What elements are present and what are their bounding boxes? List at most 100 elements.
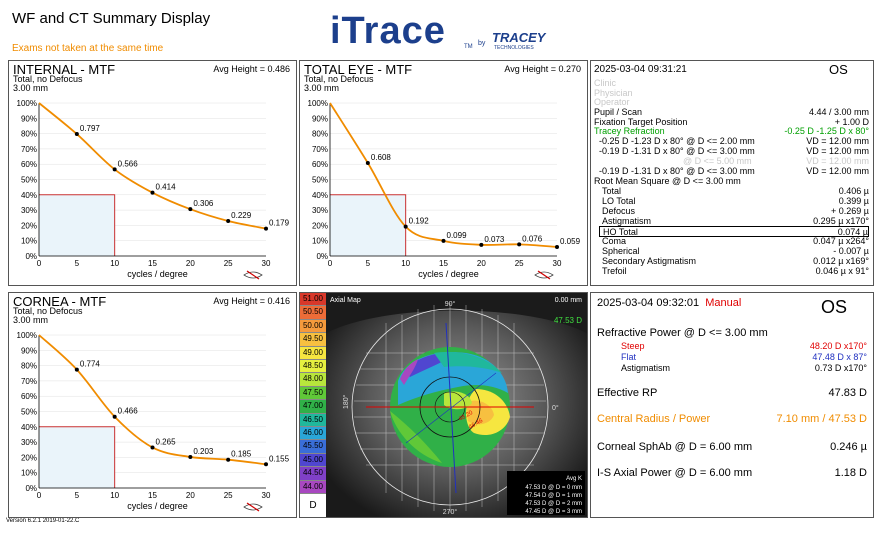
rms-row: HO Total 0.074 µ bbox=[599, 226, 869, 237]
internal-mtf-sub2: 3.00 mm bbox=[13, 83, 49, 93]
color-scale-step: 46.50 bbox=[300, 413, 326, 427]
diameter-label: D bbox=[309, 500, 317, 511]
tracey-refraction-row: Tracey Refraction -0.25 D -1.25 D x 80° bbox=[591, 126, 873, 136]
refraction-row-left: -0.25 D -1.23 D x 80° @ D <= 2.00 mm bbox=[599, 136, 755, 146]
rms-header: Root Mean Square @ D <= 3.00 mm bbox=[594, 176, 741, 186]
y-tick-label: 100% bbox=[308, 99, 328, 108]
x-tick-label: 5 bbox=[366, 259, 371, 268]
cornea-mtf-chart: 100% 90% 80% 70% 60% 50% 40% 30% 20% 10% 0%0 5 10 15 2… bbox=[17, 331, 290, 512]
mtf-point bbox=[479, 242, 484, 247]
mtf-point bbox=[150, 190, 155, 195]
color-scale-step: 49.00 bbox=[300, 346, 326, 360]
y-tick-label: 60% bbox=[312, 160, 328, 169]
internal-mtf-avg: Avg Height = 0.486 bbox=[213, 64, 290, 74]
internal-mtf-panel: INTERNAL - MTF Total, no Defocus 3.00 mm… bbox=[8, 60, 297, 286]
x-tick-label: 25 bbox=[224, 491, 233, 500]
tracey-brand-sub: TECHNOLOGIES bbox=[494, 45, 534, 51]
y-tick-label: 40% bbox=[21, 423, 37, 432]
axial-map-power: 47.53 D bbox=[554, 316, 582, 325]
fixation-value: + 1.00 D bbox=[834, 117, 869, 127]
mtf-point bbox=[365, 160, 370, 165]
color-scale: 51.00 50.50 50.00 49.50 49.00 48.50 48.00 47.50… bbox=[300, 293, 326, 517]
rms-label: Spherical bbox=[602, 246, 640, 256]
avg-k-3: 47.45 D @ D = 3 mm bbox=[525, 509, 582, 515]
x-tick-label: 0 bbox=[328, 259, 333, 268]
itrace-logo-text: iTrace bbox=[330, 10, 446, 52]
mtf-point-label: 0.099 bbox=[447, 231, 468, 240]
mtf-point bbox=[188, 207, 193, 212]
mtf-threshold-line bbox=[330, 194, 407, 256]
total-mtf-title: TOTAL EYE - MTF bbox=[304, 62, 413, 77]
total-mtf-avg: Avg Height = 0.270 bbox=[504, 64, 581, 74]
y-tick-label: 50% bbox=[21, 176, 37, 185]
color-scale-step: 47.50 bbox=[300, 386, 326, 401]
x-tick-label: 10 bbox=[110, 259, 119, 268]
central-radius-value: 7.10 mm / 47.53 D bbox=[776, 413, 868, 425]
color-scale-step: 50.00 bbox=[300, 319, 326, 334]
operator-label: Operator bbox=[594, 97, 630, 107]
rms-value: + 0.269 µ bbox=[831, 206, 869, 216]
tracey-refraction-label: Tracey Refraction bbox=[594, 126, 665, 136]
y-tick-label: 100% bbox=[17, 99, 37, 108]
ct-info-panel: 2025-03-04 09:32:01 Manual OS Refractive… bbox=[590, 292, 874, 518]
mtf-point bbox=[264, 462, 268, 467]
y-tick-label: 80% bbox=[21, 362, 37, 371]
eyelid-shadow bbox=[326, 293, 587, 333]
x-tick-label: 5 bbox=[75, 259, 80, 268]
refraction-row: -0.19 D -1.31 D x 80° @ D <= 3.00 mm VD =… bbox=[591, 146, 873, 156]
y-tick-label: 10% bbox=[21, 237, 37, 246]
refraction-row: -0.25 D -1.23 D x 80° @ D <= 2.00 mm VD =… bbox=[591, 136, 873, 146]
y-tick-label: 30% bbox=[21, 206, 37, 215]
color-scale-step: 45.00 bbox=[300, 453, 326, 468]
rms-row: Defocus + 0.269 µ bbox=[591, 206, 873, 216]
axial-map-scale: 0.00 mm bbox=[555, 297, 582, 304]
total-mtf-chart: 100% 90% 80% 70% 60% 50% 40% 30% 20% 10% 0%0 5 10 15 2… bbox=[308, 99, 581, 280]
clinic-label: Clinic bbox=[594, 78, 617, 88]
mtf-region bbox=[330, 194, 406, 256]
x-tick-label: 0 bbox=[37, 491, 42, 500]
mtf-point bbox=[74, 132, 79, 137]
flat-label: Flat bbox=[621, 352, 637, 362]
y-tick-label: 20% bbox=[21, 453, 37, 462]
x-tick-label: 25 bbox=[224, 259, 233, 268]
exam-warning: Exams not taken at the same time bbox=[12, 43, 164, 54]
manual-flag: Manual bbox=[705, 297, 742, 309]
y-tick-label: 60% bbox=[21, 160, 37, 169]
mtf-point bbox=[112, 167, 117, 172]
color-scale-step: 50.50 bbox=[300, 306, 326, 320]
steep-value: 48.20 D x170° bbox=[809, 341, 867, 351]
mtf-point-label: 0.203 bbox=[193, 447, 214, 456]
itrace-logo: iTrace TM by TRACEY TECHNOLOGIES bbox=[330, 10, 555, 54]
x-tick-label: 10 bbox=[110, 491, 119, 500]
wf-info-panel: 2025-03-04 09:31:21 OS Clinic Physician … bbox=[590, 60, 874, 286]
y-tick-label: 10% bbox=[312, 237, 328, 246]
internal-mtf-sub1: Total, no Defocus bbox=[13, 74, 83, 84]
x-tick-label: 0 bbox=[37, 259, 42, 268]
mtf-point-label: 0.192 bbox=[409, 217, 430, 226]
mtf-point bbox=[403, 224, 408, 229]
x-axis-label: cycles / degree bbox=[418, 269, 479, 279]
erp-value: 47.83 D bbox=[828, 387, 867, 399]
tracey-brand: TRACEY bbox=[492, 30, 546, 45]
rms-label: Coma bbox=[602, 236, 627, 246]
fixation-row: Fixation Target Position + 1.00 D bbox=[591, 117, 873, 127]
x-axis-label: cycles / degree bbox=[127, 269, 188, 279]
fixation-label: Fixation Target Position bbox=[594, 117, 688, 127]
color-scale-step: 44.50 bbox=[300, 467, 326, 481]
y-tick-label: 70% bbox=[21, 145, 37, 154]
total-mtf-panel: TOTAL EYE - MTF Total, no Defocus 3.00 m… bbox=[299, 60, 588, 286]
sphab-label: Corneal SphAb @ D = 6.00 mm bbox=[597, 441, 753, 453]
rms-row: Coma 0.047 µ x264° bbox=[591, 236, 873, 246]
rms-value: 0.074 µ bbox=[837, 227, 868, 237]
avg-k-2: 47.53 D @ D = 2 mm bbox=[525, 501, 582, 507]
mtf-point bbox=[226, 457, 231, 462]
color-scale-step: 45.50 bbox=[300, 440, 326, 454]
cornea-mtf-sub2: 3.00 mm bbox=[13, 315, 49, 325]
axial-map[interactable]: 48.20 46.46 Axial Map 0.00 mm 47.53 D 90… bbox=[326, 293, 587, 517]
wf-exam-date: 2025-03-04 09:31:21 bbox=[594, 64, 687, 75]
mtf-point bbox=[226, 218, 231, 223]
y-tick-label: 60% bbox=[21, 392, 37, 401]
erp-label: Effective RP bbox=[597, 387, 658, 399]
x-tick-label: 5 bbox=[75, 491, 80, 500]
mtf-point bbox=[112, 414, 117, 419]
